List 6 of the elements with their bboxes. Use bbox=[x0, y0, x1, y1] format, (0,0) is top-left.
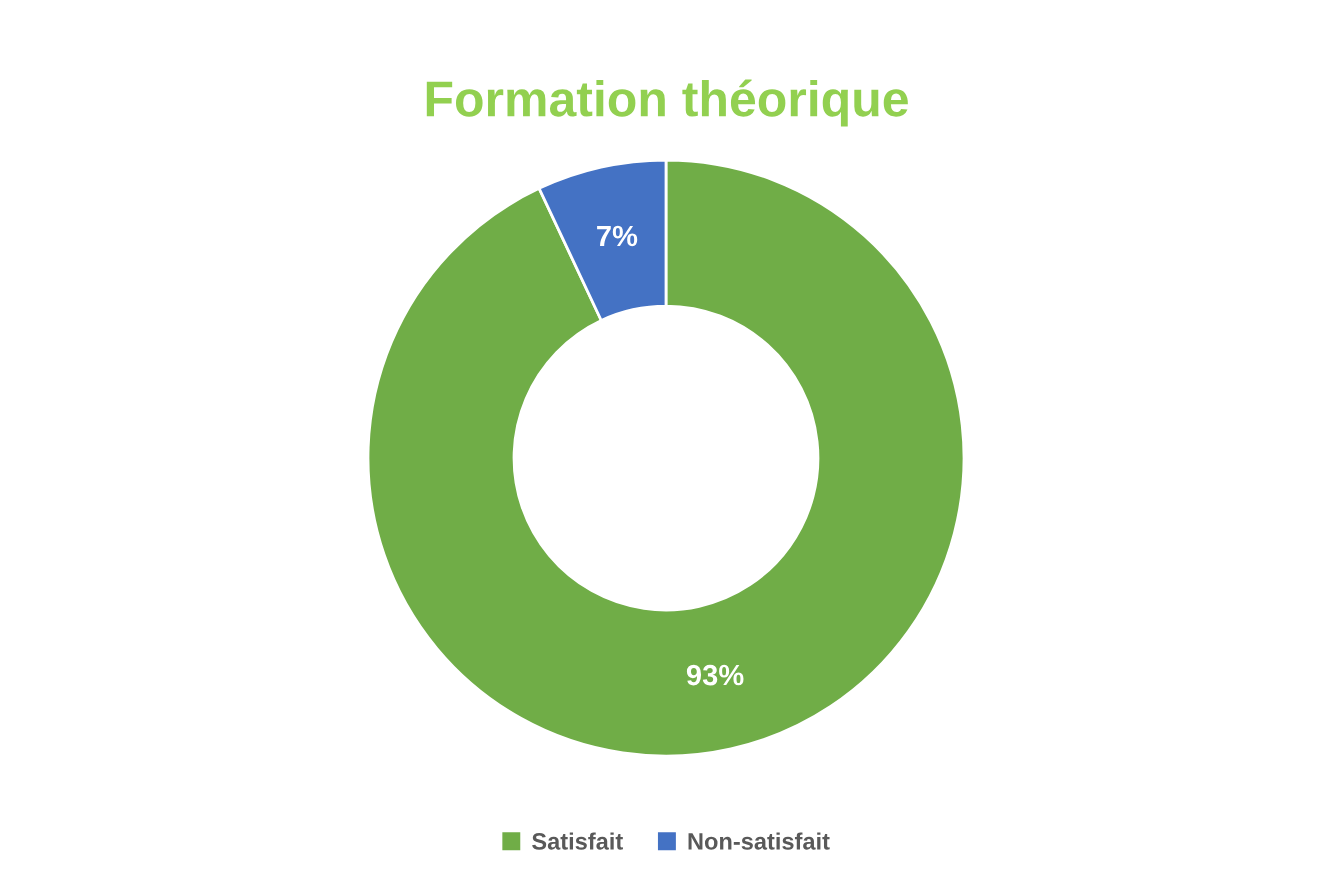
data-label: 7% bbox=[597, 225, 638, 247]
data-label: 93% bbox=[686, 664, 744, 686]
legend-label: Satisfait bbox=[532, 832, 623, 850]
chart-title: Formation théorique bbox=[426, 79, 908, 127]
legend-label: Non-satisfait bbox=[688, 832, 830, 850]
donut-slice bbox=[366, 158, 966, 758]
